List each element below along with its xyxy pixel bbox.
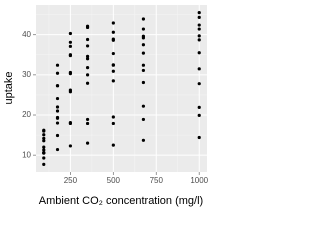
x-tick-label: 1000 bbox=[190, 176, 208, 185]
point bbox=[42, 148, 46, 152]
x-axis-title: Ambient CO₂ concentration (mg/l) bbox=[39, 195, 203, 207]
point bbox=[111, 51, 115, 56]
point bbox=[55, 116, 60, 120]
point bbox=[111, 79, 115, 83]
point bbox=[68, 53, 72, 57]
point bbox=[141, 104, 146, 108]
point bbox=[141, 68, 146, 73]
point bbox=[85, 66, 90, 70]
point bbox=[141, 63, 146, 67]
point bbox=[42, 136, 46, 140]
point bbox=[85, 121, 90, 126]
point bbox=[55, 109, 60, 113]
point bbox=[197, 27, 201, 31]
x-tick-label: 750 bbox=[150, 176, 164, 185]
point bbox=[141, 43, 146, 47]
point bbox=[85, 57, 90, 61]
x-tick-label: 250 bbox=[64, 176, 78, 185]
point bbox=[68, 121, 72, 125]
point bbox=[42, 128, 46, 132]
point bbox=[55, 84, 60, 88]
point bbox=[42, 133, 46, 137]
point bbox=[85, 73, 90, 77]
point bbox=[197, 10, 201, 15]
point bbox=[111, 69, 115, 73]
point bbox=[55, 121, 60, 125]
point bbox=[197, 38, 201, 42]
point bbox=[85, 24, 90, 28]
point bbox=[85, 37, 90, 42]
y-tick-label: 20 bbox=[22, 110, 31, 119]
point bbox=[197, 82, 201, 86]
point bbox=[197, 15, 201, 20]
point bbox=[68, 70, 72, 75]
point bbox=[55, 147, 60, 152]
point bbox=[42, 139, 46, 143]
point bbox=[55, 133, 60, 138]
panel bbox=[36, 5, 207, 172]
point bbox=[111, 115, 115, 119]
point bbox=[111, 30, 115, 34]
point bbox=[197, 23, 201, 27]
point bbox=[85, 54, 90, 58]
point bbox=[111, 63, 115, 67]
point bbox=[141, 117, 146, 122]
point bbox=[55, 105, 60, 109]
x-tick-label: 500 bbox=[107, 176, 121, 185]
point bbox=[85, 44, 90, 48]
point bbox=[141, 17, 146, 21]
point bbox=[42, 156, 46, 160]
point bbox=[197, 105, 201, 109]
point bbox=[42, 162, 46, 167]
point bbox=[111, 21, 115, 25]
point bbox=[42, 145, 46, 149]
point bbox=[197, 113, 201, 118]
point bbox=[197, 34, 201, 38]
y-tick-label: 40 bbox=[22, 30, 31, 39]
point bbox=[55, 63, 60, 67]
y-axis-title: uptake bbox=[3, 71, 15, 104]
y-tick-label: 30 bbox=[22, 70, 31, 79]
point bbox=[68, 88, 72, 92]
point bbox=[68, 31, 72, 36]
point bbox=[42, 151, 46, 155]
point bbox=[111, 121, 115, 126]
point bbox=[85, 117, 90, 122]
point bbox=[141, 138, 146, 142]
point bbox=[141, 34, 146, 38]
point bbox=[55, 71, 60, 75]
point bbox=[141, 27, 146, 31]
point bbox=[197, 51, 201, 55]
point bbox=[55, 96, 60, 101]
point bbox=[68, 144, 72, 148]
point bbox=[85, 81, 90, 85]
point bbox=[141, 80, 146, 85]
point bbox=[111, 143, 115, 147]
point bbox=[197, 67, 201, 71]
point bbox=[85, 141, 90, 145]
point bbox=[68, 44, 72, 48]
chart: Ambient CO₂ concentration (mg/l) uptake … bbox=[3, 5, 209, 207]
point bbox=[111, 38, 115, 42]
y-tick-label: 10 bbox=[22, 150, 31, 159]
point bbox=[141, 51, 146, 55]
point bbox=[197, 135, 201, 140]
point bbox=[68, 40, 72, 44]
